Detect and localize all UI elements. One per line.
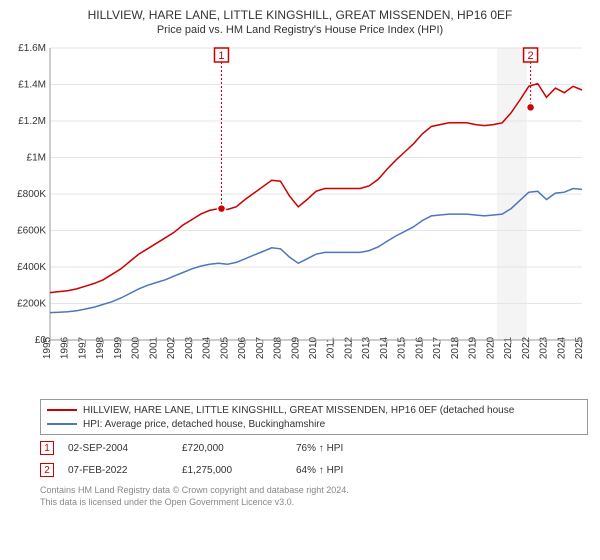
- chart-area: £0£200K£400K£600K£800K£1M£1.2M£1.4M£1.6M…: [10, 40, 590, 395]
- svg-text:£800K: £800K: [17, 189, 46, 200]
- footnote-row: 2 07-FEB-2022 £1,275,000 64% ↑ HPI: [40, 463, 588, 477]
- svg-text:1: 1: [218, 50, 224, 62]
- footnotes: 1 02-SEP-2004 £720,000 76% ↑ HPI 2 07-FEB-202…: [40, 441, 588, 477]
- svg-text:£200K: £200K: [17, 299, 46, 310]
- legend-item: HILLVIEW, HARE LANE, LITTLE KINGSHILL, G…: [47, 403, 581, 417]
- footnote-price: £720,000: [182, 443, 282, 454]
- attribution: Contains HM Land Registry data © Crown c…: [40, 485, 588, 508]
- footnote-pct: 76% ↑ HPI: [296, 443, 396, 454]
- legend-label: HILLVIEW, HARE LANE, LITTLE KINGSHILL, G…: [83, 405, 514, 416]
- chart-title: HILLVIEW, HARE LANE, LITTLE KINGSHILL, G…: [10, 8, 590, 22]
- svg-text:2: 2: [528, 50, 534, 62]
- svg-text:£600K: £600K: [17, 226, 46, 237]
- footnote-date: 07-FEB-2022: [68, 465, 168, 476]
- svg-text:£1M: £1M: [27, 153, 46, 164]
- legend-label: HPI: Average price, detached house, Buck…: [83, 419, 325, 430]
- svg-text:£1.4M: £1.4M: [18, 80, 46, 91]
- legend-swatch: [47, 409, 77, 411]
- footnote-pct: 64% ↑ HPI: [296, 465, 396, 476]
- legend-swatch: [47, 423, 77, 425]
- footnote-marker: 1: [40, 441, 54, 455]
- svg-text:£400K: £400K: [17, 262, 46, 273]
- legend-item: HPI: Average price, detached house, Buck…: [47, 417, 581, 431]
- attribution-line1: Contains HM Land Registry data © Crown c…: [40, 485, 588, 497]
- attribution-line2: This data is licensed under the Open Gov…: [40, 497, 588, 509]
- footnote-row: 1 02-SEP-2004 £720,000 76% ↑ HPI: [40, 441, 588, 455]
- svg-text:£1.6M: £1.6M: [18, 43, 46, 54]
- svg-text:£1.2M: £1.2M: [18, 116, 46, 127]
- chart-subtitle: Price paid vs. HM Land Registry's House …: [10, 24, 590, 36]
- footnote-date: 02-SEP-2004: [68, 443, 168, 454]
- footnote-marker: 2: [40, 463, 54, 477]
- footnote-price: £1,275,000: [182, 465, 282, 476]
- legend: HILLVIEW, HARE LANE, LITTLE KINGSHILL, G…: [40, 399, 588, 435]
- chart-svg: £0£200K£400K£600K£800K£1M£1.2M£1.4M£1.6M…: [10, 40, 590, 395]
